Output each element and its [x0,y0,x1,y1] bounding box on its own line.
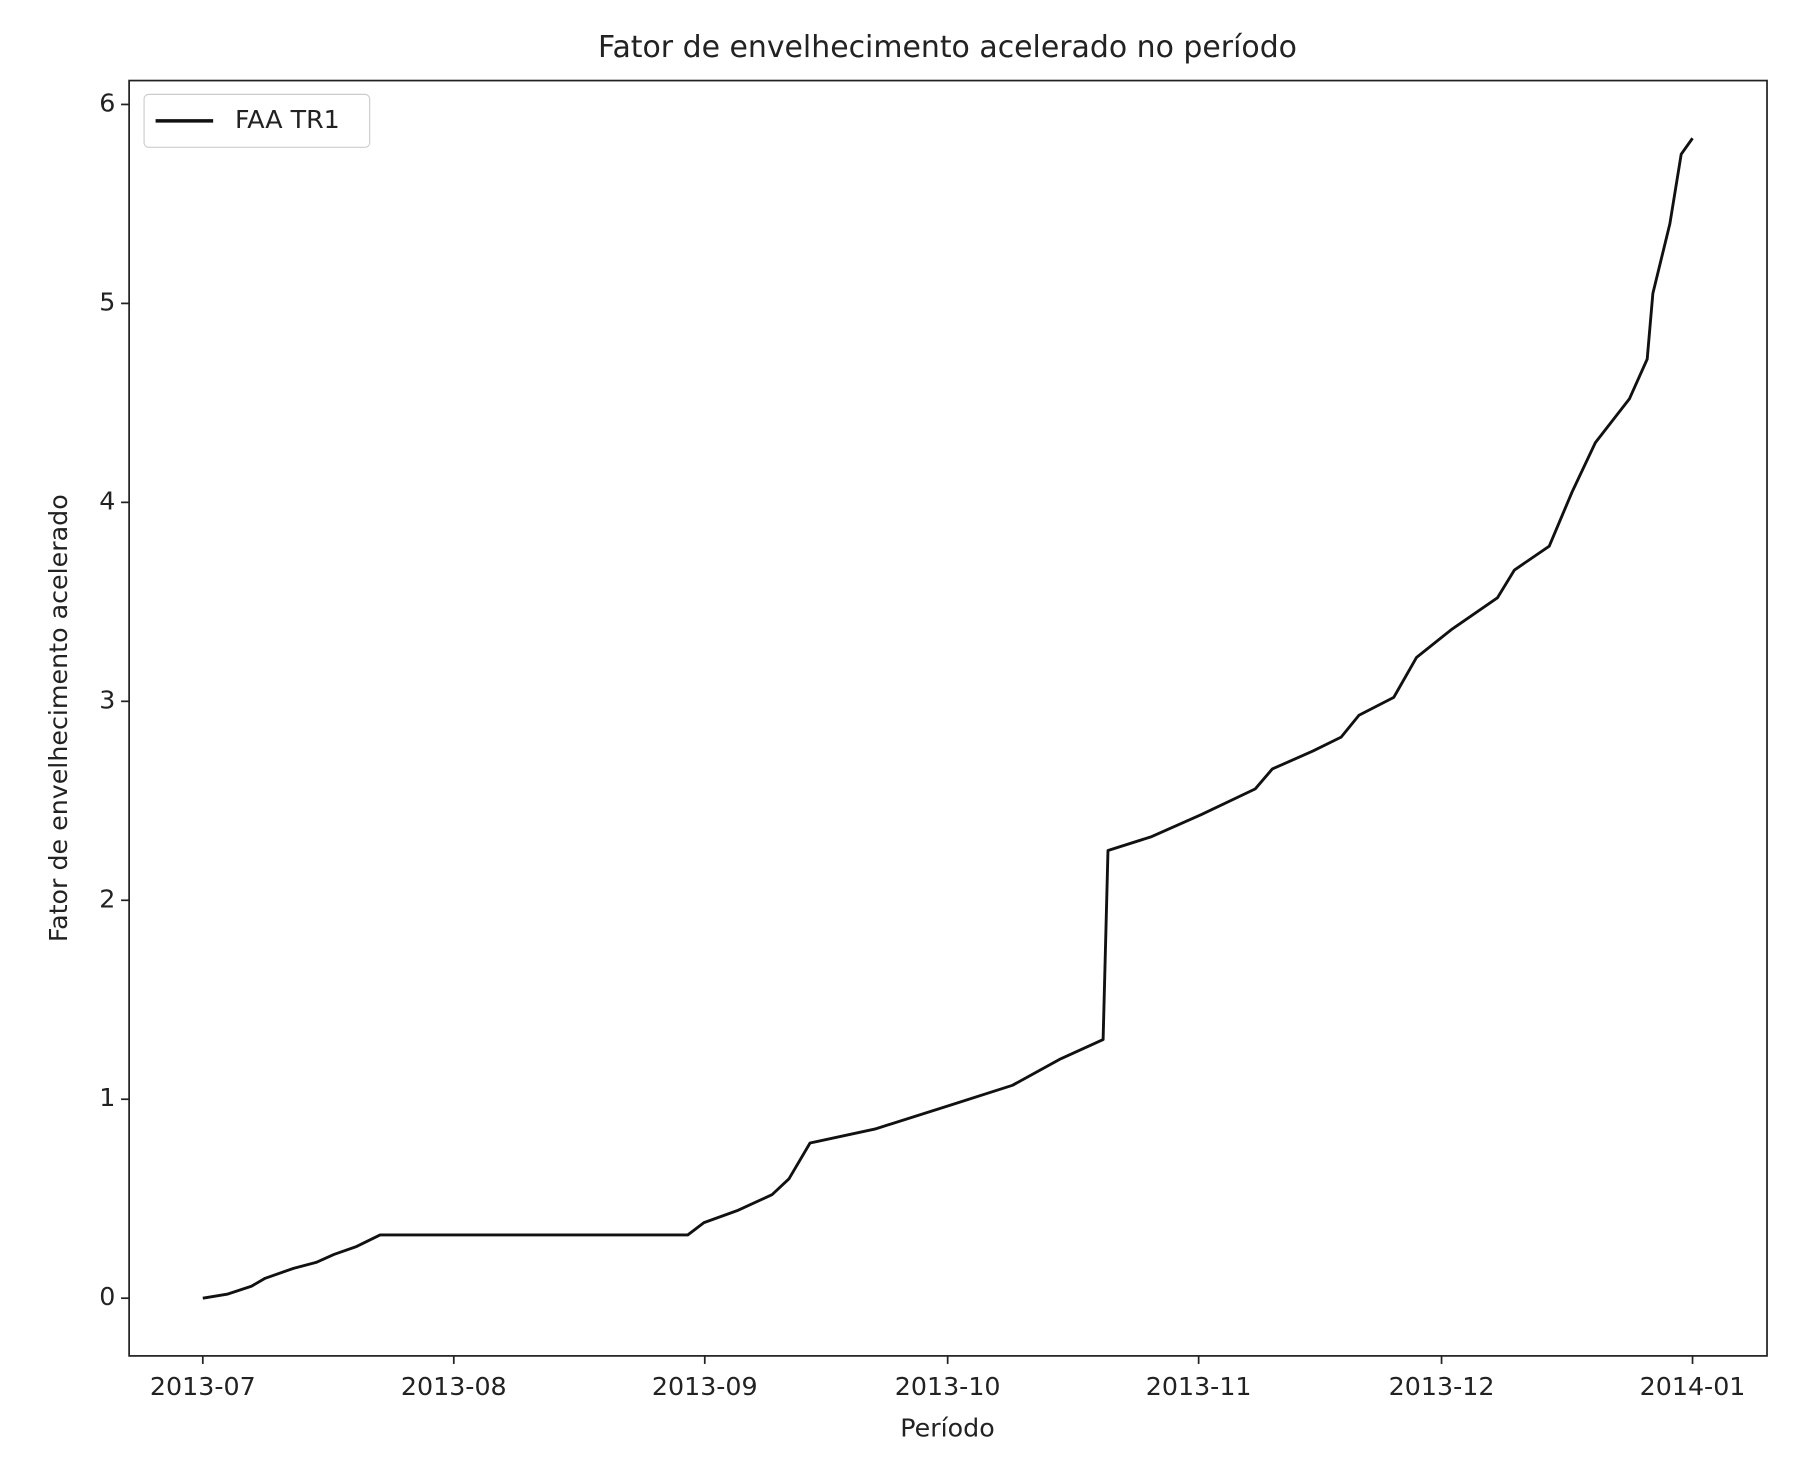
x-tick-label: 2013-07 [150,1371,256,1401]
y-axis-label: Fator de envelhecimento acelerado [43,494,73,942]
x-tick-label: 2013-09 [652,1371,758,1401]
x-tick-label: 2013-12 [1389,1371,1495,1401]
x-tick-label: 2013-10 [895,1371,1001,1401]
y-tick-label: 6 [99,87,115,117]
x-axis-label: Período [900,1413,994,1443]
y-tick-label: 5 [99,286,115,316]
y-tick-label: 0 [99,1281,115,1311]
x-tick-label: 2014-01 [1640,1371,1746,1401]
y-tick-label: 3 [99,684,115,714]
y-tick-label: 2 [99,883,115,913]
legend-box [143,93,371,148]
y-tick-label: 4 [99,485,115,515]
plot-frame [128,79,1768,1357]
y-tick-label: 1 [99,1082,115,1112]
x-tick-label: 2013-11 [1146,1371,1252,1401]
chart-title: Fator de envelhecimento acelerado no per… [598,30,1297,65]
line-series [202,137,1694,1300]
legend-label: FAA TR1 [235,104,340,134]
x-tick-label: 2013-08 [401,1371,507,1401]
